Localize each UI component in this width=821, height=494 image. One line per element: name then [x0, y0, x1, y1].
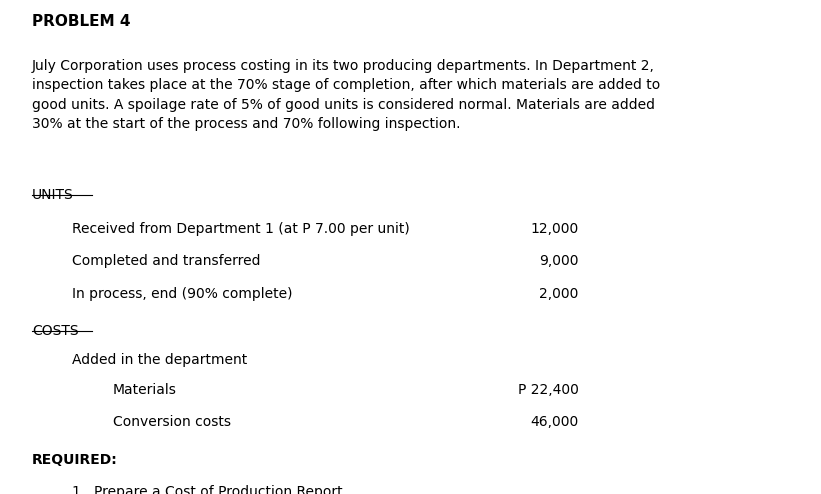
Text: July Corporation uses process costing in its two producing departments. In Depar: July Corporation uses process costing in… [32, 59, 660, 131]
Text: 9,000: 9,000 [539, 254, 579, 268]
Text: Conversion costs: Conversion costs [112, 415, 231, 429]
Text: REQUIRED:: REQUIRED: [32, 453, 118, 467]
Text: Completed and transferred: Completed and transferred [72, 254, 261, 268]
Text: Received from Department 1 (at P 7.00 per unit): Received from Department 1 (at P 7.00 pe… [72, 222, 410, 236]
Text: Materials: Materials [112, 383, 177, 397]
Text: 2,000: 2,000 [539, 287, 579, 301]
Text: PROBLEM 4: PROBLEM 4 [32, 13, 131, 29]
Text: COSTS: COSTS [32, 324, 79, 338]
Text: Added in the department: Added in the department [72, 354, 248, 368]
Text: P 22,400: P 22,400 [518, 383, 579, 397]
Text: UNITS: UNITS [32, 188, 74, 202]
Text: 46,000: 46,000 [530, 415, 579, 429]
Text: 1.  Prepare a Cost of Production Report.: 1. Prepare a Cost of Production Report. [72, 485, 347, 494]
Text: In process, end (90% complete): In process, end (90% complete) [72, 287, 293, 301]
Text: 12,000: 12,000 [530, 222, 579, 236]
